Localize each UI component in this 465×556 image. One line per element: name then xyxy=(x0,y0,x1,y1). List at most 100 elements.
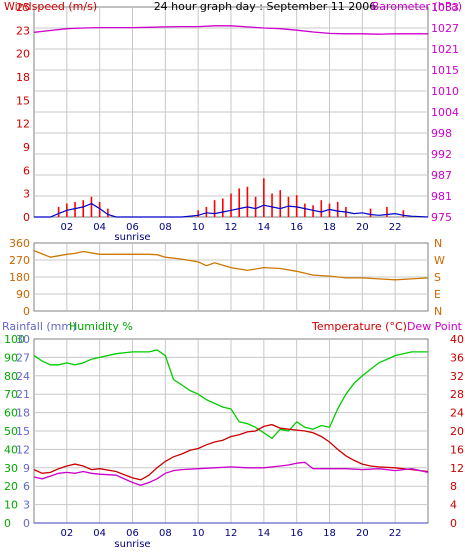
rainfall-tick-label: 30 xyxy=(16,333,30,346)
wind-axis-title: Windspeed (m/s) xyxy=(4,0,97,13)
baro-tick-label: 998 xyxy=(431,127,452,140)
baro-tick-label: 987 xyxy=(431,169,452,182)
rainfall-tick-label: 12 xyxy=(16,443,30,456)
humidity-tick-label: 90 xyxy=(4,351,18,364)
x-tick-label: 22 xyxy=(389,222,402,233)
chart-title: 24 hour graph day : September 11 2006 xyxy=(154,0,377,13)
x-tick-label: 14 xyxy=(257,222,270,233)
x-tick-label: 04 xyxy=(93,222,106,233)
x-tick-label: 18 xyxy=(323,528,336,539)
compass-tick-label: W xyxy=(434,254,445,267)
rainfall-tick-label: 9 xyxy=(23,462,30,475)
humidity-tick-label: 50 xyxy=(4,425,18,438)
x-tick-label: 20 xyxy=(356,222,369,233)
temperature-tick-label: 24 xyxy=(450,407,464,420)
rainfall-tick-label: 27 xyxy=(16,351,30,364)
humidity-tick-label: 40 xyxy=(4,443,18,456)
windspeed-line xyxy=(34,202,429,218)
rainfall-tick-label: 6 xyxy=(23,480,30,493)
temperature-tick-label: 40 xyxy=(450,333,464,346)
baro-tick-label: 1021 xyxy=(431,43,459,56)
x-tick-label: 16 xyxy=(290,222,303,233)
x-tick-label: 12 xyxy=(225,528,238,539)
baro-tick-label: 1015 xyxy=(431,64,459,77)
temperature-tick-label: 36 xyxy=(450,351,464,364)
x-tick-label: 22 xyxy=(389,528,402,539)
x-tick-label: 20 xyxy=(356,528,369,539)
humidity-tick-label: 100 xyxy=(4,333,25,346)
sunrise-label: sunrise xyxy=(114,539,150,550)
compass-tick-label: N xyxy=(434,237,442,250)
temperature-axis-title: Temperature (°C) xyxy=(311,320,407,333)
compass-tick-label: S xyxy=(434,271,441,284)
humidity-line xyxy=(33,349,428,440)
wind-tick-label: 18 xyxy=(16,71,30,84)
x-tick-label: 08 xyxy=(159,528,172,539)
temperature-tick-label: 4 xyxy=(450,499,457,512)
wind-tick-label: 9 xyxy=(23,141,30,154)
x-tick-label: 08 xyxy=(159,222,172,233)
direction-tick-label: 180 xyxy=(9,271,30,284)
direction-tick-label: 90 xyxy=(16,288,30,301)
compass-tick-label: N xyxy=(434,305,442,318)
rainfall-tick-label: 24 xyxy=(16,370,30,383)
rainfall-tick-label: 0 xyxy=(23,517,30,530)
humidity-tick-label: 80 xyxy=(4,370,18,383)
temperature-tick-label: 28 xyxy=(450,388,464,401)
temperature-tick-label: 12 xyxy=(450,462,464,475)
temperature-tick-label: 16 xyxy=(450,443,464,456)
wind-tick-label: 25 xyxy=(16,1,30,14)
humidity-tick-label: 0 xyxy=(4,517,11,530)
dewpoint-axis-title: Dew Point xyxy=(407,320,463,333)
temperature-tick-label: 32 xyxy=(450,370,464,383)
wind-tick-label: 15 xyxy=(16,94,30,107)
sunrise-label: sunrise xyxy=(114,232,150,243)
x-tick-label: 02 xyxy=(60,222,73,233)
temperature-tick-label: 0 xyxy=(450,517,457,530)
x-tick-label: 06 xyxy=(126,222,139,233)
humidity-tick-label: 60 xyxy=(4,407,18,420)
rainfall-axis-title: Rainfall (mm) xyxy=(2,320,76,333)
barometer-line xyxy=(33,25,428,35)
wind-direction-line xyxy=(33,249,429,281)
humidity-tick-label: 70 xyxy=(4,388,18,401)
rainfall-tick-label: 18 xyxy=(16,407,30,420)
x-tick-label: 10 xyxy=(192,528,205,539)
compass-tick-label: E xyxy=(434,288,441,301)
temperature-tick-label: 8 xyxy=(450,480,457,493)
x-tick-label: 18 xyxy=(323,222,336,233)
x-tick-label: 02 xyxy=(60,528,73,539)
baro-tick-label: 1033 xyxy=(431,1,459,14)
rainfall-tick-label: 15 xyxy=(16,425,30,438)
humidity-tick-label: 20 xyxy=(4,480,18,493)
baro-tick-label: 1004 xyxy=(431,106,459,119)
baro-tick-label: 1027 xyxy=(431,22,459,35)
rainfall-tick-label: 21 xyxy=(16,388,30,401)
x-tick-label: 10 xyxy=(192,222,205,233)
humidity-axis-title: Humidity % xyxy=(69,320,133,333)
baro-tick-label: 975 xyxy=(431,211,452,224)
wind-tick-label: 23 xyxy=(16,24,30,37)
baro-tick-label: 992 xyxy=(431,148,452,161)
humidity-tick-label: 30 xyxy=(4,462,18,475)
wind-tick-label: 3 xyxy=(23,188,30,201)
wind-tick-label: 12 xyxy=(16,118,30,131)
wind-tick-label: 0 xyxy=(23,211,30,224)
wind-tick-label: 20 xyxy=(16,48,30,61)
baro-tick-label: 1010 xyxy=(431,85,459,98)
x-tick-label: 06 xyxy=(126,528,139,539)
temperature-line xyxy=(33,423,429,481)
direction-tick-label: 360 xyxy=(9,237,30,250)
rainfall-tick-label: 3 xyxy=(23,499,30,512)
direction-tick-label: 270 xyxy=(9,254,30,267)
humidity-tick-label: 10 xyxy=(4,499,18,512)
x-tick-label: 14 xyxy=(257,528,270,539)
x-tick-label: 12 xyxy=(225,222,238,233)
wind-tick-label: 6 xyxy=(23,164,30,177)
baro-tick-label: 981 xyxy=(431,190,452,203)
direction-tick-label: 0 xyxy=(23,305,30,318)
dewpoint-line xyxy=(33,461,429,486)
temperature-tick-label: 20 xyxy=(450,425,464,438)
